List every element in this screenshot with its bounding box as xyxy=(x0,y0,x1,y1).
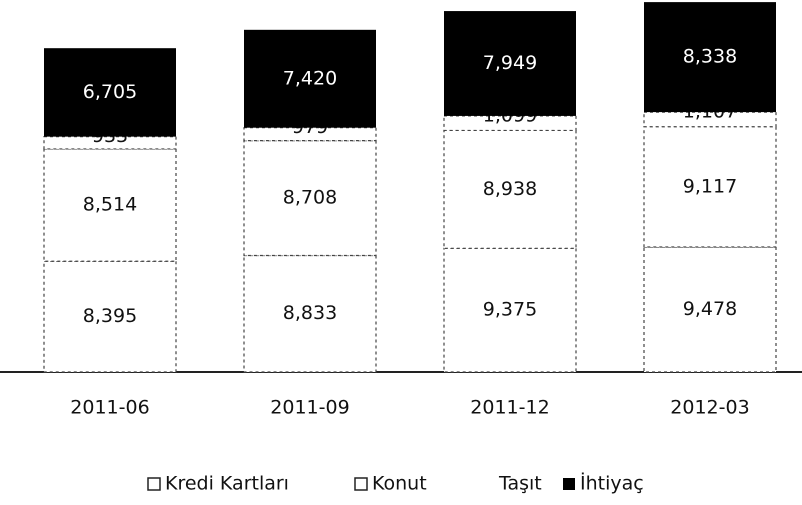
data-label: 7,949 xyxy=(483,52,537,74)
legend-swatch xyxy=(354,477,368,491)
bar-segment xyxy=(443,129,577,249)
bar-segment xyxy=(43,148,177,262)
legend-label: Konut xyxy=(372,473,427,495)
bar-segment xyxy=(44,48,176,137)
x-tick-label: 2012-03 xyxy=(670,397,749,419)
bar-segment xyxy=(243,140,377,257)
data-label: 8,514 xyxy=(83,194,137,216)
data-label: 8,708 xyxy=(283,187,337,209)
data-label: 9,375 xyxy=(483,299,537,321)
x-tick-label: 2011-06 xyxy=(70,397,149,419)
data-label: 9,478 xyxy=(683,298,737,320)
bar-segment xyxy=(643,126,777,248)
bar-segment xyxy=(443,115,577,132)
x-tick-label: 2011-12 xyxy=(470,397,549,419)
bar-segment xyxy=(444,11,576,116)
bar-segment xyxy=(443,247,577,373)
legend-swatch xyxy=(147,477,161,491)
legend-label: Kredi Kartları xyxy=(165,473,289,495)
bar-segment xyxy=(244,29,376,128)
data-label: 9,117 xyxy=(683,175,737,197)
data-label: 8,833 xyxy=(283,302,337,324)
data-label: 8,938 xyxy=(483,178,537,200)
bar-segment xyxy=(644,2,776,113)
legend-swatch xyxy=(563,478,575,490)
legend-label: İhtiyaç xyxy=(580,472,644,495)
x-tick-label: 2011-09 xyxy=(270,397,349,419)
data-label: 8,395 xyxy=(83,305,137,327)
data-label: 6,705 xyxy=(83,81,137,103)
data-label: 8,338 xyxy=(683,46,737,68)
data-label: 7,420 xyxy=(283,67,337,89)
legend-label: Taşıt xyxy=(498,473,542,495)
